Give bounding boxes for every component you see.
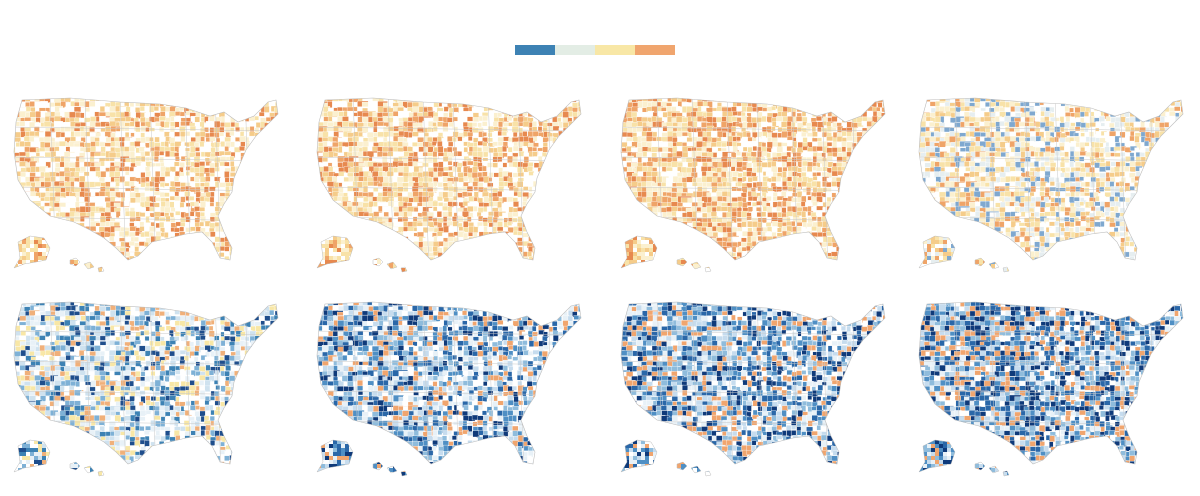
county-layer (621, 302, 885, 464)
map-top-4 (910, 92, 1200, 292)
county-layer (317, 302, 581, 464)
map-bottom-3 (612, 296, 912, 496)
map-top-3 (612, 92, 912, 292)
legend-swatch (595, 45, 635, 55)
map-bottom-4 (910, 296, 1200, 496)
map-bottom-1 (5, 296, 305, 496)
color-legend (515, 45, 675, 55)
county-layer (919, 98, 1183, 260)
map-top-1 (5, 92, 305, 292)
county-layer (919, 302, 1183, 464)
county-layer (621, 98, 885, 260)
legend-swatch (515, 45, 555, 55)
legend-swatch (635, 45, 675, 55)
legend-swatch (555, 45, 595, 55)
map-top-2 (308, 92, 608, 292)
county-layer (14, 302, 278, 464)
county-layer (317, 98, 581, 260)
map-bottom-2 (308, 296, 608, 496)
county-layer (14, 98, 278, 260)
